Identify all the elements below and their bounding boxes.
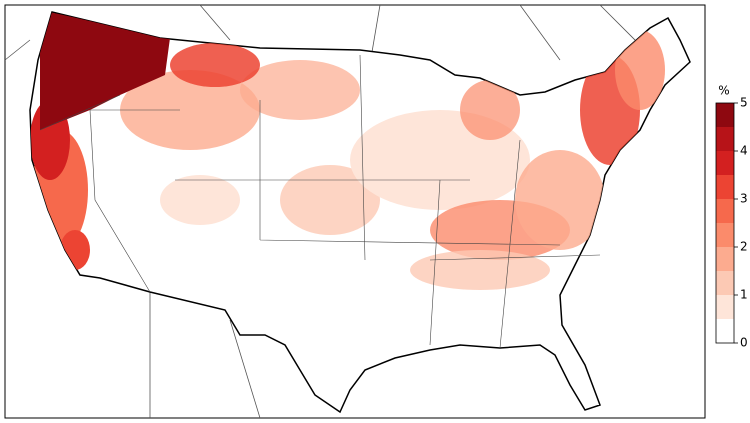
colorbar-bin [716, 319, 734, 343]
colorbar-bin [716, 151, 734, 175]
colorbar-bin [716, 223, 734, 247]
state-border [39, 54, 601, 349]
shading [30, 12, 665, 290]
neighbor-border [4, 4, 641, 419]
colorbar-tick-label: 5 [740, 96, 748, 110]
colorbar-bin [716, 199, 734, 223]
colorbar-bin [716, 247, 734, 271]
colorbar: 0 1 2 3 4 5 [716, 96, 748, 350]
map [4, 4, 691, 419]
colorbar-label: % [718, 84, 729, 98]
colorbar-frame [715, 102, 735, 344]
colorbar-bin [716, 295, 734, 319]
colorbar-tick-label: 3 [740, 192, 748, 206]
colorbar-tick-label: 1 [740, 288, 748, 302]
colorbar-bin [716, 175, 734, 199]
colorbar-bin [716, 127, 734, 151]
colorbar-tick-label: 0 [740, 336, 748, 350]
colorbar-tick-label: 4 [740, 144, 748, 158]
colorbar-tick-label: 2 [740, 240, 748, 254]
colorbar-bin [716, 103, 734, 127]
colorbar-bin [716, 271, 734, 295]
